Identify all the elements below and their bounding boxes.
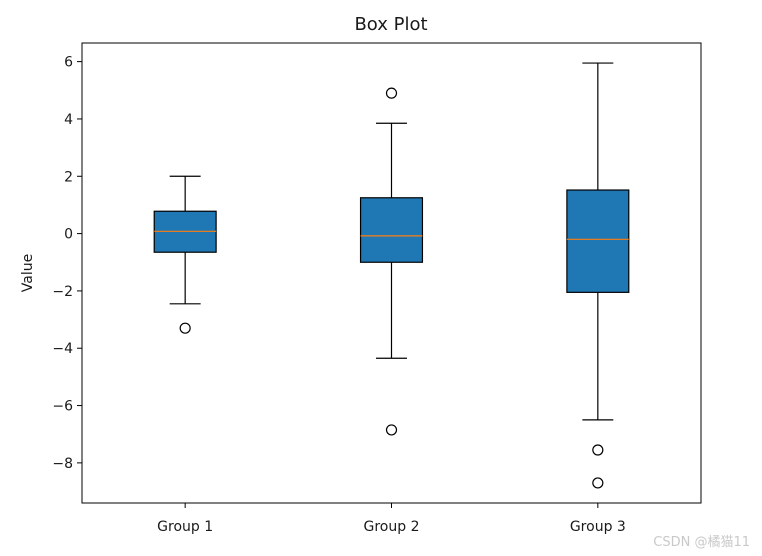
plot-frame	[81, 42, 702, 504]
y-tick-label: 6	[64, 55, 73, 71]
y-tick-label: 2	[64, 169, 73, 185]
outlier-point	[385, 87, 398, 99]
outlier-point	[592, 477, 604, 489]
x-tick-label: Group 1	[157, 519, 213, 535]
y-tick-label: −2	[52, 284, 73, 300]
plot-area: 6 4 2 0 −2 −4 −6 −8 Group 1 Group 2 Group 3	[52, 55, 630, 535]
y-tick-label: −4	[52, 341, 73, 357]
chart-title: Box Plot	[354, 14, 427, 35]
y-tick-label: 4	[64, 112, 73, 128]
outlier-point	[179, 322, 191, 334]
outlier-point	[385, 424, 398, 436]
outlier-point	[592, 444, 604, 456]
x-tick-label: Group 3	[570, 519, 626, 535]
y-tick-label: −8	[52, 456, 73, 472]
watermark-text: CSDN @橘猫11	[653, 535, 750, 550]
y-tick-label: −6	[52, 399, 73, 415]
box	[566, 189, 630, 293]
box	[359, 197, 424, 263]
x-tick-label: Group 2	[364, 519, 420, 535]
y-axis-label: Value	[20, 254, 36, 292]
y-tick-label: 0	[64, 227, 73, 243]
